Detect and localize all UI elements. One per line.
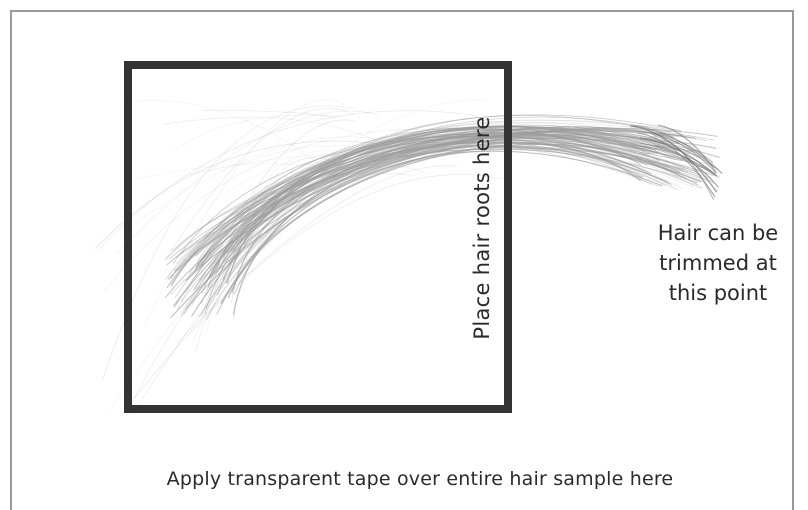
hair-strand xyxy=(196,140,652,267)
hair-strand xyxy=(183,134,684,315)
hair-strand xyxy=(226,135,699,254)
hair-strand xyxy=(229,136,668,264)
hair-strand xyxy=(173,132,698,307)
hair-strand xyxy=(171,148,669,252)
hair-strand xyxy=(129,145,384,229)
hair-strand xyxy=(203,110,336,119)
hair-strand xyxy=(164,107,355,261)
hair-strand xyxy=(192,140,416,343)
hair-strand xyxy=(640,143,714,175)
hair-strand xyxy=(121,163,358,183)
hair-strand xyxy=(220,150,663,304)
hair-strand xyxy=(221,146,645,304)
hair-strand xyxy=(232,114,682,267)
hair-strand xyxy=(201,132,657,267)
trim-label-line-2: trimmed at xyxy=(659,251,777,275)
hair-strands xyxy=(95,99,723,416)
hair-strand xyxy=(186,137,697,309)
tape-instruction-label: Apply transparent tape over entire hair … xyxy=(166,468,674,490)
hair-strand xyxy=(211,137,666,272)
hair-strand xyxy=(218,136,413,172)
hair-strand xyxy=(115,110,379,255)
roots-placement-label: Place hair roots here xyxy=(470,116,494,340)
hair-strand xyxy=(207,151,445,207)
hair-strand xyxy=(121,100,337,179)
hair-strand xyxy=(132,146,448,416)
hair-strand xyxy=(169,126,714,280)
hair-strand xyxy=(177,133,683,310)
hair-strand xyxy=(216,127,658,315)
hair-strand xyxy=(226,128,688,284)
hair-strand xyxy=(205,128,644,321)
hair-strand xyxy=(224,165,430,270)
hair-strand xyxy=(177,165,458,344)
hair-strand xyxy=(143,99,346,327)
hair-strand xyxy=(165,127,718,298)
hair-strand xyxy=(185,154,351,176)
hair-strand xyxy=(199,129,661,268)
hair-strand xyxy=(165,144,703,260)
hair-strand xyxy=(227,137,689,268)
hair-strand xyxy=(641,131,716,169)
hair-strand xyxy=(229,140,642,253)
hair-strand xyxy=(195,157,334,353)
hair-strand xyxy=(639,137,718,177)
hair-strand xyxy=(206,150,337,334)
hair-strand xyxy=(197,142,660,262)
hair-strand xyxy=(103,128,488,292)
hair-strand xyxy=(637,132,716,197)
hair-strand xyxy=(196,133,660,252)
hair-strand xyxy=(655,133,714,163)
hair-strand xyxy=(133,174,503,400)
trim-point-label: Hair can be trimmed at this point xyxy=(628,218,808,308)
hair-strand xyxy=(166,131,680,289)
hair-strand xyxy=(174,130,696,272)
hair-strand xyxy=(109,99,485,411)
hair-strand xyxy=(98,110,478,250)
instruction-card xyxy=(10,10,794,510)
hair-strand xyxy=(125,172,415,416)
hair-strand xyxy=(174,115,667,299)
hair-strand xyxy=(657,124,717,174)
hair-strand xyxy=(174,114,341,152)
trim-label-line-3: this point xyxy=(668,281,768,305)
hair-strand xyxy=(653,135,715,201)
hair-strand xyxy=(162,117,415,163)
hair-strand xyxy=(202,119,355,287)
root-placement-box xyxy=(124,61,512,413)
hair-strand xyxy=(170,132,652,295)
hair-strand xyxy=(172,135,683,264)
trim-label-line-1: Hair can be xyxy=(657,221,779,245)
hair-strand xyxy=(170,126,661,288)
hair-strand xyxy=(193,129,684,291)
hair-strand xyxy=(222,125,680,281)
